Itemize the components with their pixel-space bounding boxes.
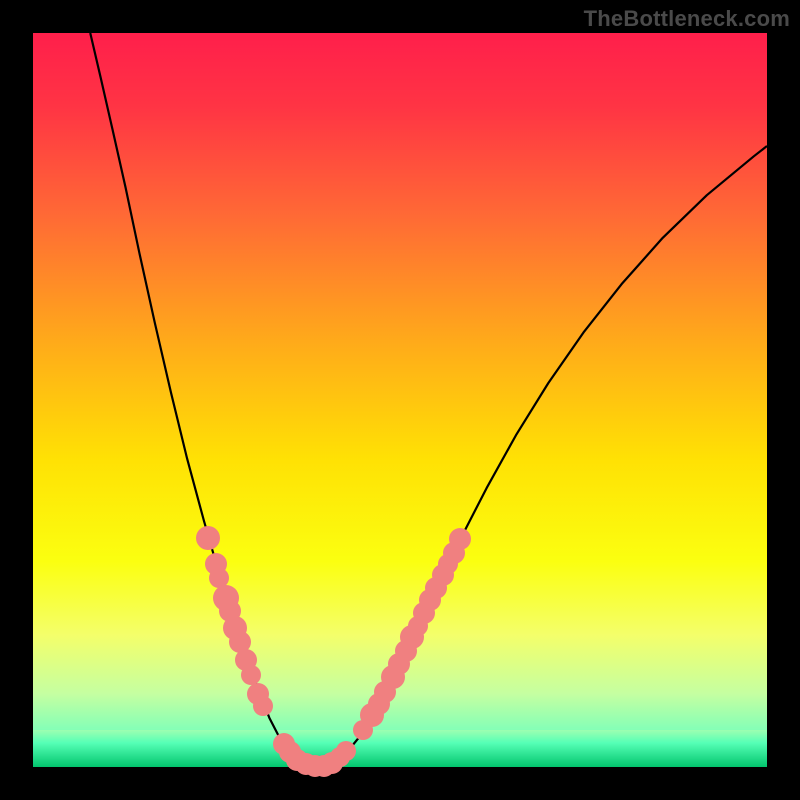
- watermark-text: TheBottleneck.com: [584, 6, 790, 32]
- data-dot: [336, 741, 356, 761]
- data-dot: [449, 528, 471, 550]
- data-dot: [253, 696, 273, 716]
- chart-canvas: TheBottleneck.com: [0, 0, 800, 800]
- plot-area: [33, 33, 767, 767]
- data-dots-layer: [33, 33, 767, 767]
- data-dot: [196, 526, 220, 550]
